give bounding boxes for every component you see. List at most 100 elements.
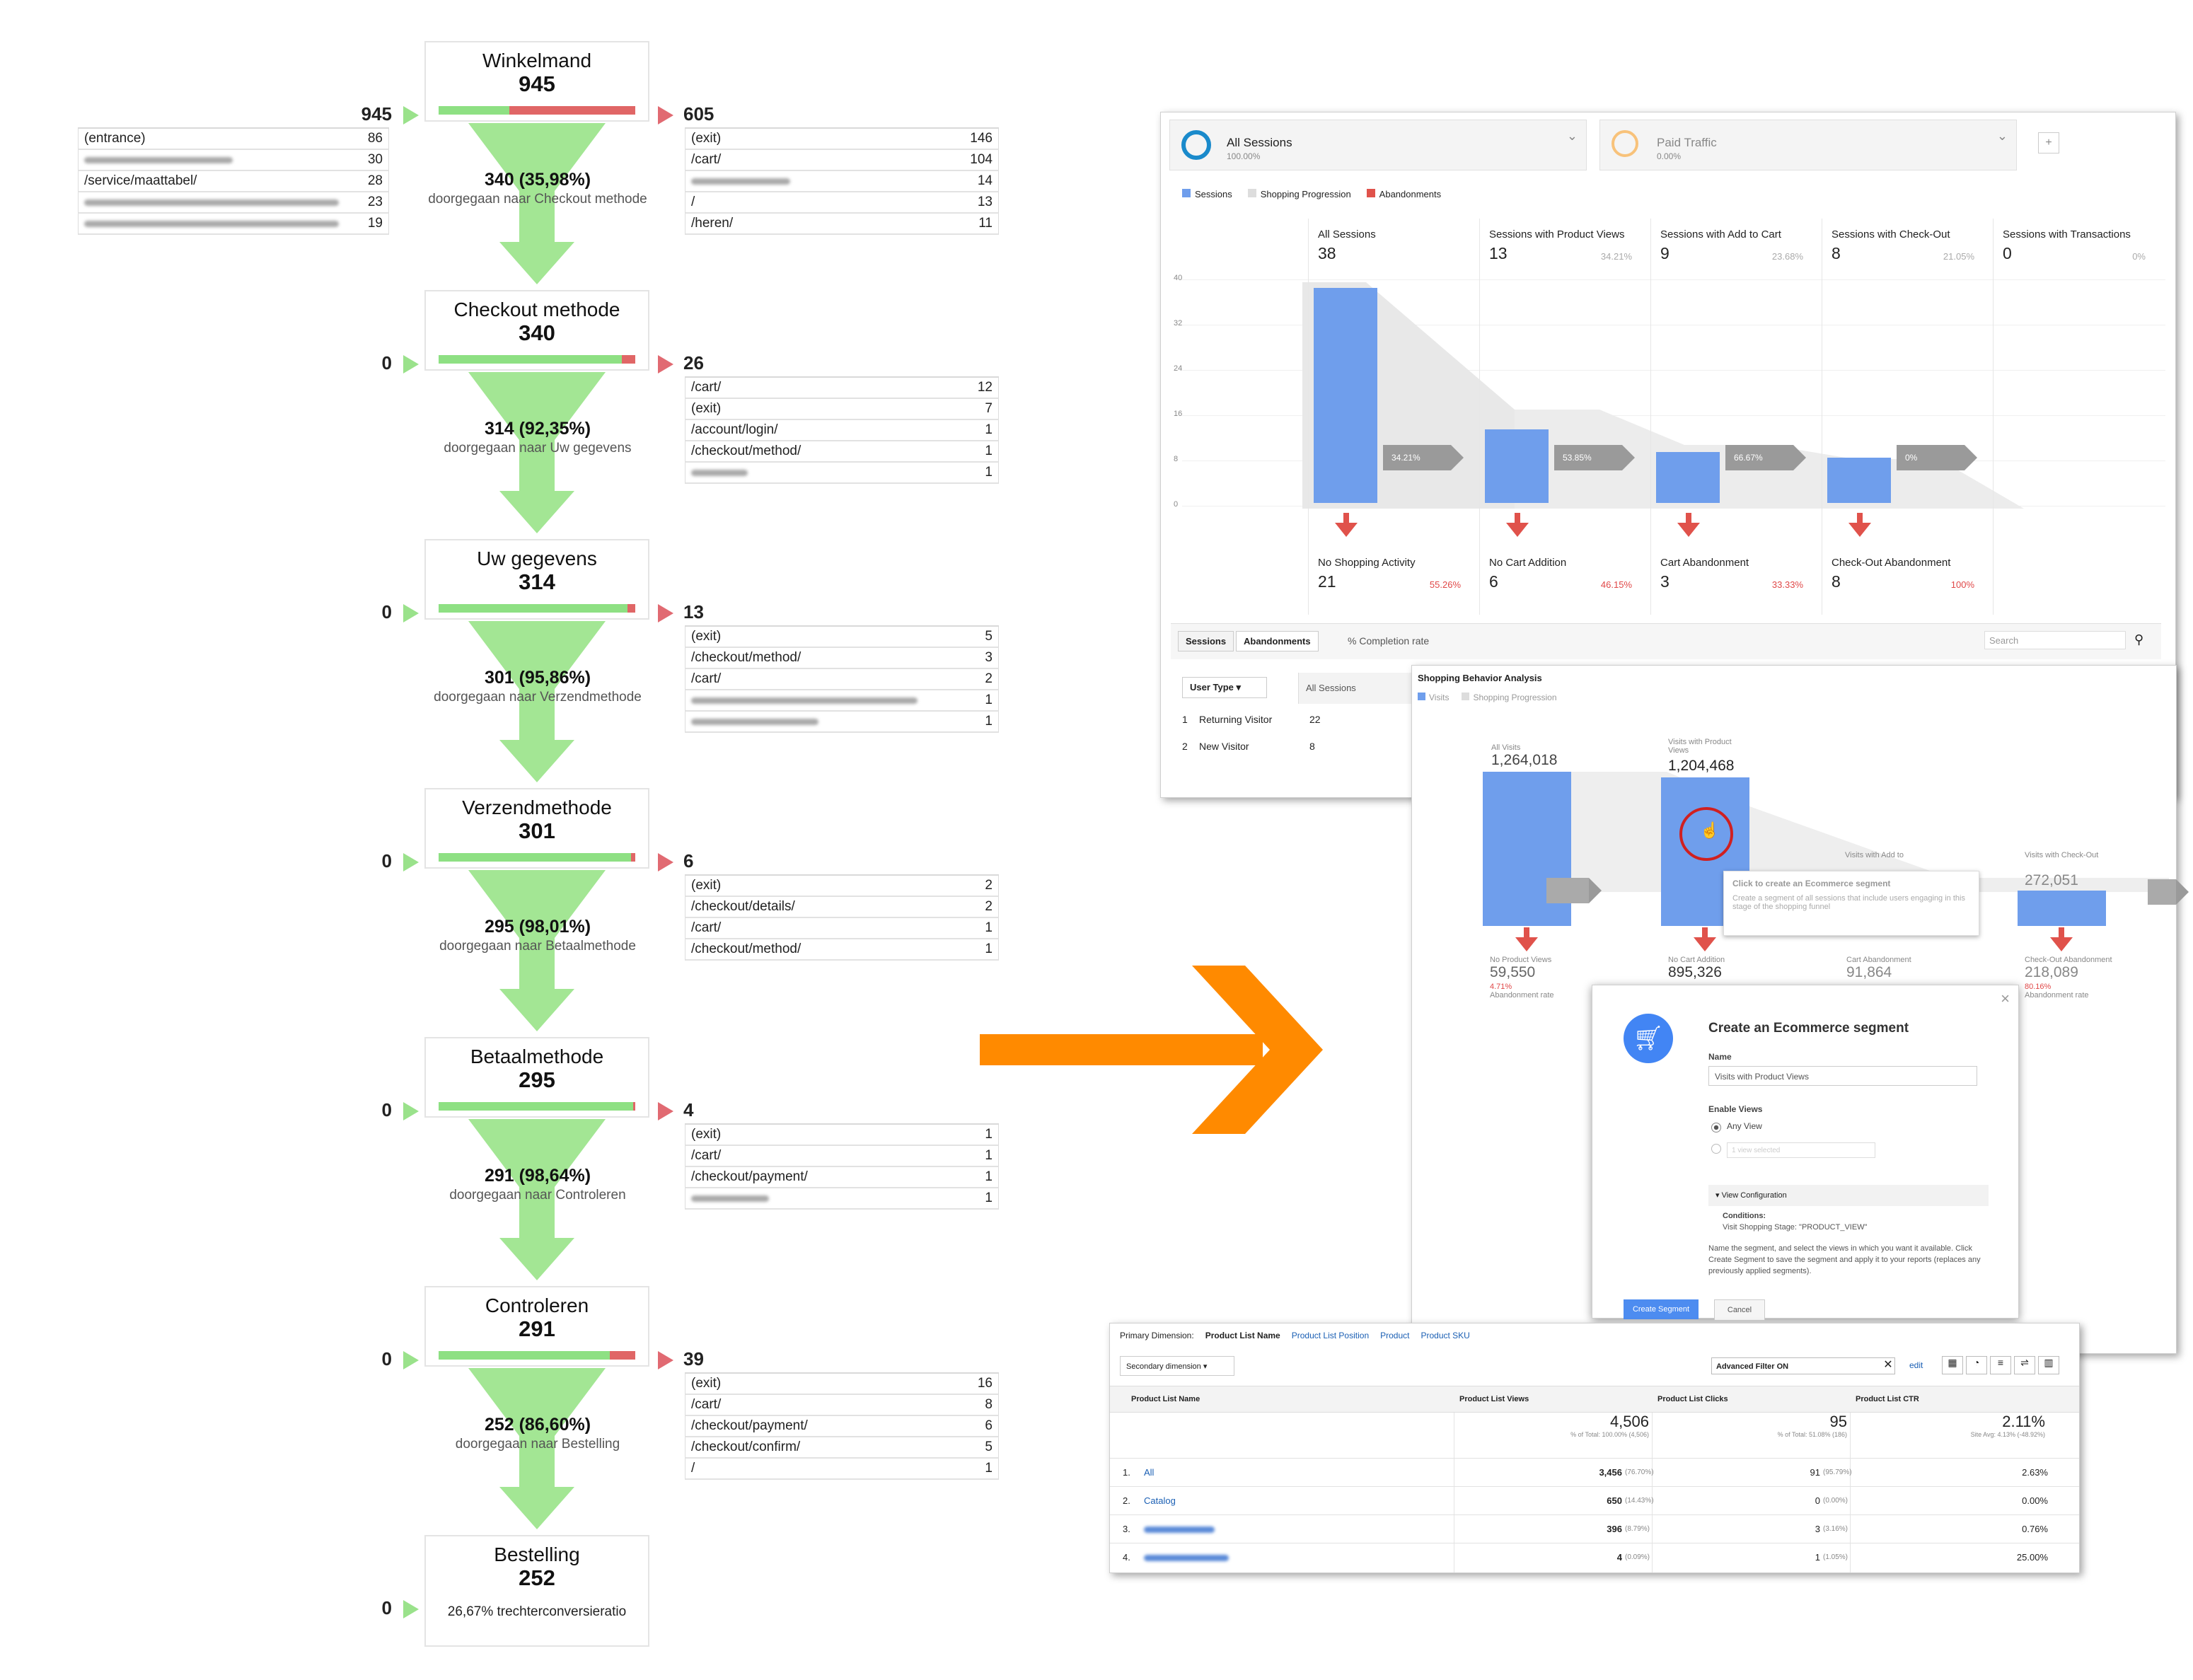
view-select[interactable]: 1 view selected bbox=[1727, 1142, 1875, 1158]
funnel-step[interactable]: Verzendmethode 301 bbox=[424, 788, 649, 869]
table-row[interactable]: /1 bbox=[685, 1459, 999, 1480]
performance-view-icon[interactable]: ≡ bbox=[1990, 1356, 2011, 1374]
table-row[interactable]: 14 bbox=[685, 171, 999, 192]
search-icon[interactable]: ⚲ bbox=[2134, 632, 2144, 647]
column-pct: 0% bbox=[2132, 251, 2146, 262]
table-row[interactable]: /cart/2 bbox=[685, 669, 999, 690]
table-row[interactable]: /checkout/method/1 bbox=[685, 939, 999, 961]
funnel-step[interactable]: Controleren 291 bbox=[424, 1286, 649, 1367]
col-header[interactable]: Product List Name bbox=[1131, 1395, 1200, 1403]
chart-legend: Sessions Shopping Progression Abandonmen… bbox=[1182, 189, 1441, 199]
funnel-step[interactable]: Betaalmethode 295 bbox=[424, 1037, 649, 1118]
row-value: 1 bbox=[985, 693, 993, 707]
product-list-panel: Primary Dimension: Product List Name Pro… bbox=[1109, 1323, 2080, 1573]
table-row[interactable]: (exit) 16 bbox=[685, 1374, 999, 1395]
exit-table: (exit) 1/cart/1/checkout/payment/1 1 bbox=[685, 1123, 999, 1210]
table-row[interactable]: /checkout/confirm/5 bbox=[685, 1437, 999, 1459]
table-row[interactable]: /checkout/payment/1 bbox=[685, 1167, 999, 1188]
chevron-down-icon[interactable]: ⌄ bbox=[1996, 129, 2008, 143]
table-view-icon[interactable]: ▦ bbox=[1942, 1356, 1963, 1374]
name-input[interactable]: Visits with Product Views bbox=[1708, 1066, 1977, 1086]
table-row[interactable]: (exit) 146 bbox=[685, 129, 999, 150]
funnel-step[interactable]: Winkelmand 945 bbox=[424, 41, 649, 122]
search-input[interactable]: Search bbox=[1984, 631, 2126, 649]
table-row[interactable]: /cart/8 bbox=[685, 1395, 999, 1416]
table-row[interactable]: 1 bbox=[685, 1188, 999, 1210]
all-sessions-col: All Sessions bbox=[1298, 673, 1411, 704]
table-row[interactable]: /checkout/method/3 bbox=[685, 648, 999, 669]
table-row[interactable]: (exit) 7 bbox=[685, 399, 999, 420]
table-row[interactable]: (exit) 2 bbox=[685, 876, 999, 897]
tab-abandonments[interactable]: Abandonments bbox=[1236, 631, 1319, 651]
cart-icon: 🛒︎ bbox=[1624, 1014, 1673, 1063]
product-list-link[interactable]: Catalog bbox=[1144, 1495, 1176, 1506]
add-segment-button[interactable]: + bbox=[2038, 132, 2059, 153]
step-progress-bar bbox=[439, 604, 635, 613]
table-row[interactable]: 1 bbox=[685, 463, 999, 484]
radio-view-selected[interactable] bbox=[1711, 1144, 1721, 1154]
table-row[interactable]: 23 bbox=[78, 192, 389, 214]
col-header[interactable]: Product List Views bbox=[1459, 1395, 1529, 1403]
edit-link[interactable]: edit bbox=[1909, 1360, 1923, 1370]
col-header[interactable]: Product List Clicks bbox=[1657, 1395, 1728, 1403]
view-config-toggle[interactable]: ▾ View Configuration bbox=[1708, 1185, 1989, 1206]
table-row[interactable]: (exit) 5 bbox=[685, 627, 999, 648]
dim-product-list-name[interactable]: Product List Name bbox=[1205, 1331, 1280, 1340]
secondary-dimension-dropdown[interactable]: Secondary dimension ▾ bbox=[1120, 1356, 1234, 1376]
segment-paid-traffic[interactable]: Paid Traffic 0.00% ⌄ bbox=[1599, 120, 2017, 170]
dim-product-sku[interactable]: Product SKU bbox=[1420, 1331, 1470, 1340]
table-row[interactable]: /service/maattabel/28 bbox=[78, 171, 389, 192]
table-row[interactable]: /cart/1 bbox=[685, 1146, 999, 1167]
table-row[interactable]: 1 bbox=[685, 690, 999, 712]
funnel-step[interactable]: Uw gegevens 314 bbox=[424, 539, 649, 620]
product-list-link[interactable]: All bbox=[1144, 1467, 1155, 1478]
pivot-view-icon[interactable]: ▥ bbox=[2038, 1356, 2059, 1374]
table-row[interactable]: /checkout/method/1 bbox=[685, 441, 999, 463]
table-row[interactable]: 30 bbox=[78, 150, 389, 171]
radio-any-view[interactable] bbox=[1711, 1123, 1721, 1132]
segment-all-sessions[interactable]: All Sessions 100.00% ⌄ bbox=[1169, 120, 1587, 170]
funnel-step[interactable]: Checkout methode 340 bbox=[424, 290, 649, 371]
table-row[interactable]: /account/login/1 bbox=[685, 420, 999, 441]
funnel-step[interactable]: Bestelling 252 26,67% trechterconversierat… bbox=[424, 1535, 649, 1647]
filter-input[interactable]: Advanced Filter ON bbox=[1711, 1357, 1895, 1374]
dim-product[interactable]: Product bbox=[1380, 1331, 1410, 1340]
sessions-bar[interactable] bbox=[1485, 429, 1549, 503]
table-row[interactable]: 1 bbox=[685, 712, 999, 733]
table-row[interactable]: (exit) 1 bbox=[685, 1125, 999, 1146]
col-header[interactable]: Product List CTR bbox=[1856, 1395, 1919, 1403]
progress-arrow bbox=[1546, 878, 1602, 903]
table-row[interactable]: /checkout/details/2 bbox=[685, 897, 999, 918]
sessions-bar[interactable] bbox=[1827, 458, 1891, 503]
table-row[interactable]: /cart/104 bbox=[685, 150, 999, 171]
usertype-dropdown[interactable]: User Type ▾ bbox=[1182, 677, 1267, 698]
table-row[interactable]: (entrance) 86 bbox=[78, 129, 389, 150]
clear-icon[interactable]: ✕ bbox=[1883, 1359, 1893, 1371]
table-row[interactable]: 2. Catalog 650 (14.43%) 0 (0.00%) 0.00% bbox=[1110, 1486, 2079, 1515]
pie-view-icon[interactable]: ◔ bbox=[1966, 1356, 1987, 1374]
close-icon[interactable]: × bbox=[2001, 990, 2010, 1007]
cancel-button[interactable]: Cancel bbox=[1714, 1299, 1765, 1321]
create-segment-button[interactable]: Create Segment bbox=[1624, 1299, 1699, 1319]
tab-sessions[interactable]: Sessions bbox=[1178, 631, 1234, 651]
table-row[interactable]: /heren/11 bbox=[685, 214, 999, 235]
table-row[interactable]: 3. 396 (8.79%) 3 (3.16%) 0.76% bbox=[1110, 1514, 2079, 1543]
table-row[interactable]: 4. 4 (0.09%) 1 (1.05%) 25.00% bbox=[1110, 1543, 2079, 1572]
table-row[interactable]: 19 bbox=[78, 214, 389, 235]
chevron-down-icon[interactable]: ⌄ bbox=[1566, 129, 1578, 143]
row-num: 1. bbox=[1123, 1467, 1130, 1478]
table-row[interactable]: /checkout/payment/6 bbox=[685, 1416, 999, 1437]
table-row[interactable]: /cart/12 bbox=[685, 378, 999, 399]
entrance-count: 945 bbox=[361, 103, 392, 124]
funnel-flow-icon bbox=[468, 1368, 606, 1529]
sessions-bar[interactable] bbox=[1314, 288, 1377, 503]
sessions-bar[interactable] bbox=[1656, 452, 1720, 503]
checkout-bar[interactable] bbox=[2018, 891, 2106, 926]
dim-product-list-position[interactable]: Product List Position bbox=[1291, 1331, 1370, 1340]
completion-rate-label[interactable]: % Completion rate bbox=[1348, 635, 1430, 647]
usertype-table: User Type ▾ All Sessions 1 Returning Vis… bbox=[1171, 673, 1411, 793]
table-row[interactable]: / 13 bbox=[685, 192, 999, 214]
table-row[interactable]: /cart/1 bbox=[685, 918, 999, 939]
table-row[interactable]: 1. All 3,456 (76.70%) 91 (95.79%) 2.63% bbox=[1110, 1458, 2079, 1487]
comparison-view-icon[interactable]: ⇌ bbox=[2014, 1356, 2035, 1374]
